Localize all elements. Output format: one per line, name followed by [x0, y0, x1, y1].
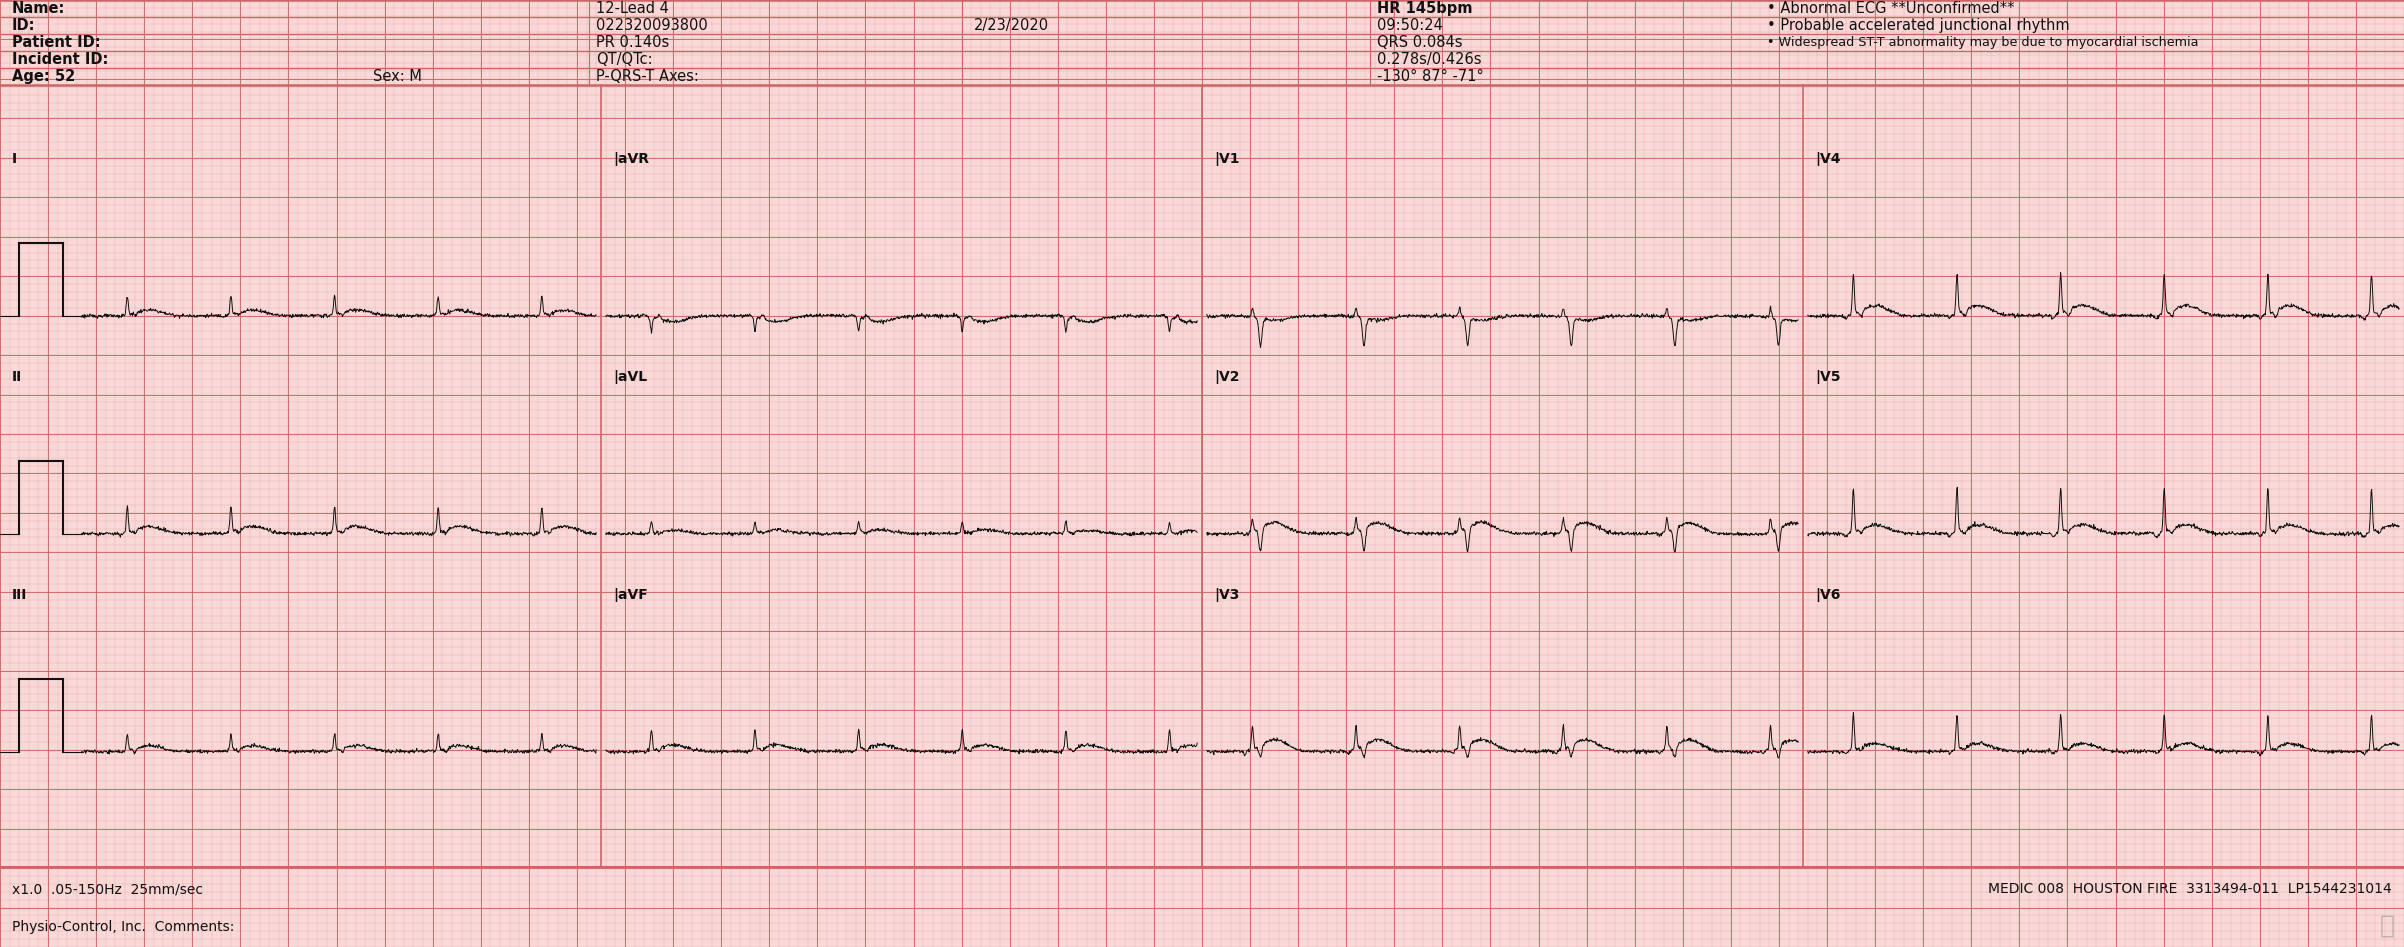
- Text: ⛨: ⛨: [2380, 914, 2394, 938]
- Text: |aVF: |aVF: [613, 587, 647, 601]
- Text: ID:: ID:: [12, 18, 36, 33]
- Text: Patient ID:: Patient ID:: [12, 35, 101, 50]
- Text: 2/23/2020: 2/23/2020: [974, 18, 1048, 33]
- Text: P-QRS-T Axes:: P-QRS-T Axes:: [596, 69, 700, 84]
- Text: • Widespread ST-T abnormality may be due to myocardial ischemia: • Widespread ST-T abnormality may be due…: [1767, 36, 2197, 49]
- Text: • Abnormal ECG **Unconfirmed**: • Abnormal ECG **Unconfirmed**: [1767, 1, 2015, 16]
- Text: Physio-Control, Inc.  Comments:: Physio-Control, Inc. Comments:: [12, 920, 236, 934]
- Text: 12-Lead 4: 12-Lead 4: [596, 1, 668, 16]
- Text: |V3: |V3: [1214, 587, 1240, 601]
- Text: Name:: Name:: [12, 1, 65, 16]
- Text: 022320093800: 022320093800: [596, 18, 707, 33]
- Text: QT/QTc:: QT/QTc:: [596, 52, 654, 67]
- Text: |aVL: |aVL: [613, 369, 647, 384]
- Text: |V2: |V2: [1214, 369, 1240, 384]
- Text: |V5: |V5: [1815, 369, 1841, 384]
- Text: -130° 87° -71°: -130° 87° -71°: [1377, 69, 1483, 84]
- Text: • Probable accelerated junctional rhythm: • Probable accelerated junctional rhythm: [1767, 18, 2070, 33]
- Text: Age: 52: Age: 52: [12, 69, 75, 84]
- Text: |V4: |V4: [1815, 152, 1841, 166]
- Text: Incident ID:: Incident ID:: [12, 52, 108, 67]
- Text: |V6: |V6: [1815, 587, 1841, 601]
- Text: x1.0  .05-150Hz  25mm/sec: x1.0 .05-150Hz 25mm/sec: [12, 882, 202, 896]
- Text: Sex: M: Sex: M: [373, 69, 421, 84]
- Text: 0.278s/0.426s: 0.278s/0.426s: [1377, 52, 1481, 67]
- Text: I: I: [12, 152, 17, 166]
- Text: |V1: |V1: [1214, 152, 1240, 166]
- Text: PR 0.140s: PR 0.140s: [596, 35, 668, 50]
- Text: HR 145bpm: HR 145bpm: [1377, 1, 1474, 16]
- Text: II: II: [12, 369, 22, 384]
- Text: MEDIC 008  HOUSTON FIRE  3313494-011  LP1544231014: MEDIC 008 HOUSTON FIRE 3313494-011 LP154…: [1988, 882, 2392, 896]
- Text: III: III: [12, 587, 26, 601]
- Text: QRS 0.084s: QRS 0.084s: [1377, 35, 1464, 50]
- Text: |aVR: |aVR: [613, 152, 649, 166]
- Text: 09:50:24: 09:50:24: [1377, 18, 1442, 33]
